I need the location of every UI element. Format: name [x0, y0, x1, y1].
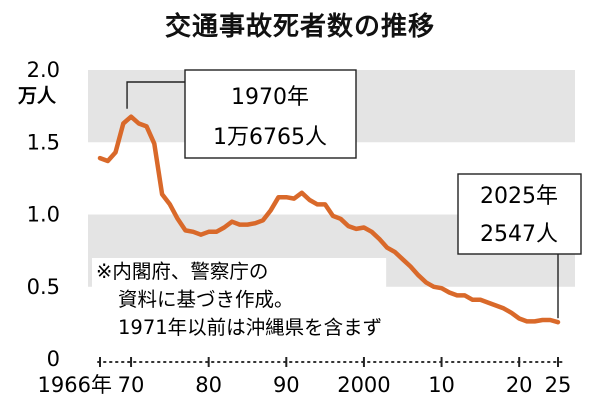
y-tick-label: 1.5 [27, 130, 60, 154]
x-axis: 1966年 70 80 90 2000 10 20 25 [38, 357, 572, 397]
note-line: 1971年以前は沖縄県を含まず [118, 316, 382, 339]
note-line: 資料に基づき作成。 [118, 288, 294, 311]
x-tick-label: 2000 [337, 373, 390, 397]
note-line: ※内閣府、警察庁の [96, 260, 268, 283]
y-tick-label: 1.0 [27, 203, 60, 227]
y-tick-label: 0.5 [27, 275, 60, 299]
series-layer [97, 114, 561, 325]
x-tick-label: 1966年 [38, 373, 112, 397]
callout-value-1970: 1万6765人 [213, 125, 327, 150]
callouts: 1970年 1万6765人 2025年 2547人 [126, 69, 582, 319]
y-axis: 0 0.5 1.0 1.5 2.0 [27, 58, 60, 371]
callout-box-2025 [457, 173, 582, 255]
callout-year-2025: 2025年 [480, 184, 558, 209]
chart-title: 交通事故死者数の推移 [164, 12, 435, 42]
x-tick-label: 25 [545, 373, 572, 397]
callout-box-1970 [184, 69, 357, 159]
callout-value-2025: 2547人 [480, 222, 558, 247]
x-tick-label: 20 [506, 373, 533, 397]
y-tick-label: 2.0 [27, 58, 60, 82]
note-background [92, 258, 387, 341]
callout-year-1970: 1970年 [231, 85, 309, 110]
series-line [97, 114, 561, 325]
x-tick-label: 10 [428, 373, 455, 397]
x-tick-label: 90 [273, 373, 300, 397]
y-tick-label: 0 [47, 347, 60, 371]
callout-leader-1970 [126, 81, 185, 109]
x-tick-label: 70 [118, 373, 145, 397]
y-axis-unit-label: 万人 [17, 85, 57, 107]
x-tick-label: 80 [195, 373, 222, 397]
